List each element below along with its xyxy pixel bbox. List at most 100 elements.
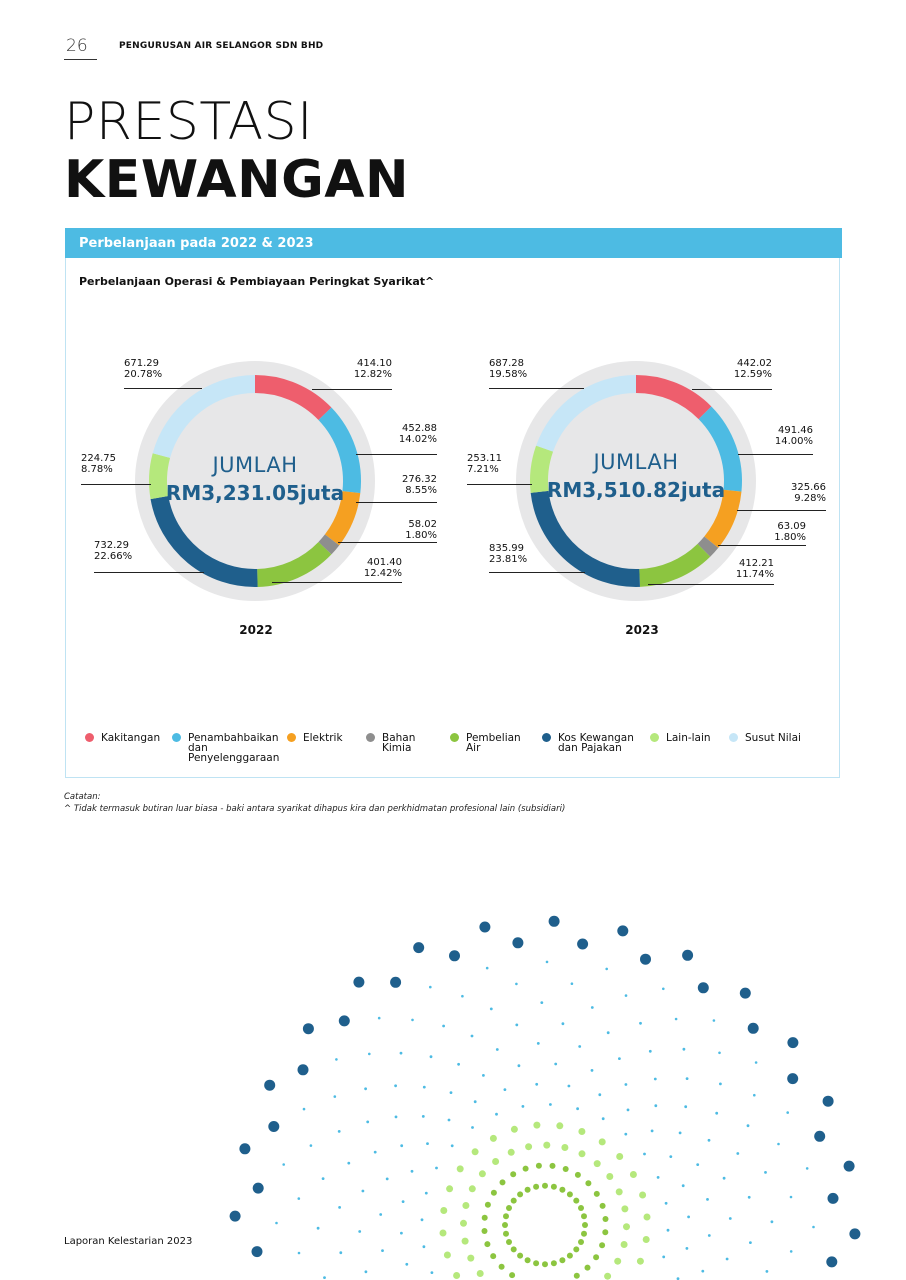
swirl-dot [559,1257,566,1264]
swirl-dot [503,1213,509,1220]
swirl-dot [333,1095,337,1098]
center-value-2023: RM3,510.82juta [546,478,726,502]
leader-line [692,389,772,390]
callout-percent: 1.80% [405,530,437,541]
swirl-dot [394,1115,398,1119]
donut-segment-2023-5 [639,543,711,587]
swirl-dot [577,938,589,950]
leader-line [718,545,806,546]
swirl-dot [662,987,665,991]
swirl-dot [460,1219,467,1227]
swirl-dot [805,1167,809,1170]
swirl-dot [449,950,460,962]
legend-label-pembelian-air: Pembelian Air [466,732,521,754]
swirl-dot [554,1062,558,1066]
swirl-dot [827,1192,839,1204]
donut-chart-2023 [516,361,756,601]
swirl-dot [566,1191,573,1198]
swirl-dot [606,1031,610,1035]
swirl-dot [722,1176,726,1180]
swirl-dot [787,1037,799,1049]
swirl-dot [599,1242,606,1249]
donut-segment-2022-5 [256,541,332,587]
donut-background-2022 [135,361,375,601]
callout-2023-kos-kewangan: 835.99 23.81% [489,543,551,565]
callout-2022-elektrik: 276.32 8.55% [375,474,437,496]
swirl-dot [697,982,709,994]
callout-percent: 7.21% [467,464,499,475]
leader-line [81,484,151,485]
swirl-dot [604,1272,612,1280]
swirl-dot [536,1042,540,1045]
callout-value: 687.28 [489,358,524,369]
swirl-dot [366,1120,370,1124]
swirl-dot [550,1260,557,1267]
callout-2022-kakitangan: 414.10 12.82% [330,358,392,380]
swirl-dot [549,1162,556,1169]
callout-2023-kakitangan: 442.02 12.59% [710,358,772,380]
donut-segment-2022-1 [254,375,332,421]
swirl-dot [601,1117,605,1121]
swirl-dot [666,1228,670,1232]
swirl-dot [490,1253,497,1260]
swirl-dot [453,1272,461,1279]
swirl-dot [476,1270,484,1277]
swirl-dot [615,1188,623,1196]
swirl-dot [385,1177,389,1181]
swirl-dot [450,1144,454,1148]
swirl-dot [282,1163,286,1166]
swirl-dot [746,1124,750,1128]
callout-2022-bahan-kimia: 58.02 1.80% [375,519,437,541]
donut-segment-2022-7 [149,453,171,500]
swirl-dot [430,1271,434,1274]
swirl-dot [321,1177,325,1180]
swirl-dot [739,987,751,999]
swirl-dot [339,1251,343,1255]
swirl-dot [678,1131,682,1135]
donut-segment-2023-8 [536,375,637,452]
swirl-dot [747,1195,751,1199]
swirl-dot [471,1148,479,1156]
swirl-dot [524,1186,531,1193]
callout-value: 835.99 [489,543,524,554]
swirl-dot [275,1221,278,1225]
swirl-dot [548,915,560,927]
callout-percent: 11.74% [735,569,774,580]
swirl-dot [570,982,574,985]
swirl-dot [429,1055,433,1059]
swirl-dot [335,1058,338,1061]
callout-value: 58.02 [408,519,437,530]
swirl-dot [728,1217,732,1220]
swirl-dot [736,1152,740,1155]
swirl-dot [251,1246,263,1258]
legend-label-kakitangan: Kakitangan [101,732,161,744]
swirl-dot [268,1121,280,1132]
swirl-dot [573,1197,580,1204]
swirl-dot [535,1082,539,1086]
swirl-dot [323,1276,326,1279]
swirl-dot [685,1247,689,1250]
swirl-dot [681,1184,685,1188]
swirl-dot [696,1163,700,1166]
swirl-dot [561,1144,569,1151]
swirl-dot [507,1148,515,1156]
leader-line [356,454,437,455]
swirl-dot [506,1239,512,1245]
year-label-2022: 2022 [239,623,273,637]
swirl-dot [747,1022,759,1034]
swirl-dot [347,1161,351,1165]
legend-swatch-bahan-kimia [366,733,375,742]
swirl-dot [297,1064,309,1076]
callout-value: 224.75 [81,453,116,464]
swirl-dot [639,1191,647,1199]
swirl-dot [509,1272,516,1279]
swirl-dot [707,1138,711,1142]
swirl-dot [789,1195,793,1199]
callout-2023-lain-lain: 253.11 7.21% [467,453,529,475]
footer-report-title: Laporan Kelestarian 2023 [64,1236,193,1247]
swirl-dot [616,1153,624,1160]
callout-value: 63.09 [777,521,806,532]
leader-line [272,582,402,583]
callout-2022-kos-kewangan: 732.29 22.66% [94,540,156,562]
swirl-dot [449,1091,453,1094]
